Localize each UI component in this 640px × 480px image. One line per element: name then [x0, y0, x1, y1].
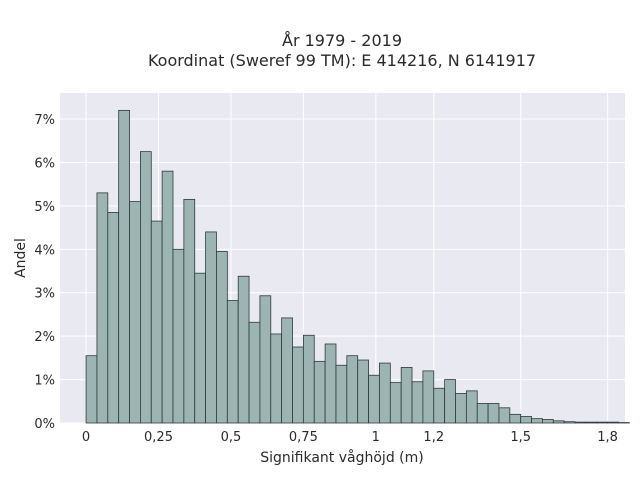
histogram-bar: [357, 359, 369, 424]
histogram-bar: [563, 421, 576, 424]
y-tick-label: 4%: [34, 243, 55, 258]
histogram-bars: [85, 109, 630, 424]
histogram-bar: [455, 393, 467, 424]
histogram-bar: [596, 421, 609, 424]
histogram-bar: [444, 379, 456, 424]
y-tick-label: 2%: [34, 330, 55, 345]
y-tick-label: 3%: [34, 287, 55, 302]
x-axis-ticks: 0 0,25 0,5 0,75 1 1,2 1,5 1,8: [82, 430, 618, 445]
histogram-bar: [465, 390, 478, 424]
histogram-bar: [487, 403, 500, 424]
histogram-bar: [509, 413, 522, 424]
x-tick-label: 0,25: [144, 430, 173, 445]
histogram-bar: [422, 370, 435, 424]
histogram-bar: [248, 321, 261, 424]
y-tick-label: 0%: [34, 417, 55, 432]
histogram-bar: [270, 333, 283, 424]
histogram-bar: [346, 355, 359, 424]
histogram-bar: [205, 231, 217, 424]
x-tick-label: 0,5: [221, 430, 242, 445]
y-axis-label: Andel: [13, 238, 29, 278]
histogram-bar: [216, 251, 228, 424]
histogram-bar: [259, 295, 272, 424]
histogram-bar: [302, 334, 315, 424]
histogram-bar: [400, 367, 413, 424]
histogram-bar: [281, 317, 293, 424]
histogram-bar: [237, 275, 250, 424]
histogram-bar: [140, 151, 152, 424]
y-tick-label: 1%: [34, 374, 55, 389]
histogram-bar: [411, 381, 424, 424]
histogram-bar: [107, 212, 120, 424]
histogram-bar: [226, 300, 239, 424]
histogram-bar: [520, 416, 532, 424]
histogram-bar: [379, 362, 391, 424]
histogram-bar: [531, 418, 543, 424]
histogram-bar: [476, 403, 489, 424]
y-tick-label: 6%: [34, 156, 55, 171]
y-axis-ticks: 0% 1% 2% 3% 4% 5% 6% 7%: [34, 113, 55, 432]
x-tick-label: 1,2: [423, 430, 444, 445]
histogram-bar: [172, 248, 185, 424]
histogram-bar: [585, 421, 598, 424]
x-tick-label: 1,5: [510, 430, 531, 445]
histogram-bar: [85, 355, 98, 424]
y-tick-label: 5%: [34, 200, 55, 215]
histogram-bar: [498, 407, 511, 424]
chart-title-line-2: Koordinat (Sweref 99 TM): E 414216, N 61…: [148, 51, 536, 70]
histogram-bar: [607, 421, 619, 424]
x-tick-label: 1: [372, 430, 380, 445]
histogram-bar: [292, 346, 304, 424]
histogram-bar: [118, 109, 130, 424]
y-tick-label: 7%: [34, 113, 55, 128]
x-axis-label: Signifikant våghöjd (m): [260, 449, 423, 466]
histogram-bar: [552, 420, 565, 424]
histogram-bar: [574, 421, 587, 424]
histogram-bar: [335, 364, 348, 424]
histogram-bar: [150, 220, 163, 424]
histogram-bar: [194, 272, 206, 424]
histogram-bar: [313, 360, 326, 424]
histogram-bar: [389, 382, 402, 424]
histogram-bar: [129, 201, 141, 424]
x-tick-label: 0,75: [289, 430, 318, 445]
histogram-bar: [183, 198, 196, 424]
chart-title-line-1: År 1979 - 2019: [282, 31, 402, 50]
x-tick-label: 0: [82, 430, 90, 445]
histogram-bar: [324, 343, 337, 424]
x-tick-label: 1,8: [597, 430, 618, 445]
histogram-bar: [368, 374, 380, 424]
histogram-bar: [542, 419, 554, 424]
histogram-bar: [161, 170, 174, 424]
histogram-bar: [96, 192, 109, 424]
chart-title: År 1979 - 2019 Koordinat (Sweref 99 TM):…: [148, 31, 536, 70]
histogram-bar: [433, 387, 446, 424]
